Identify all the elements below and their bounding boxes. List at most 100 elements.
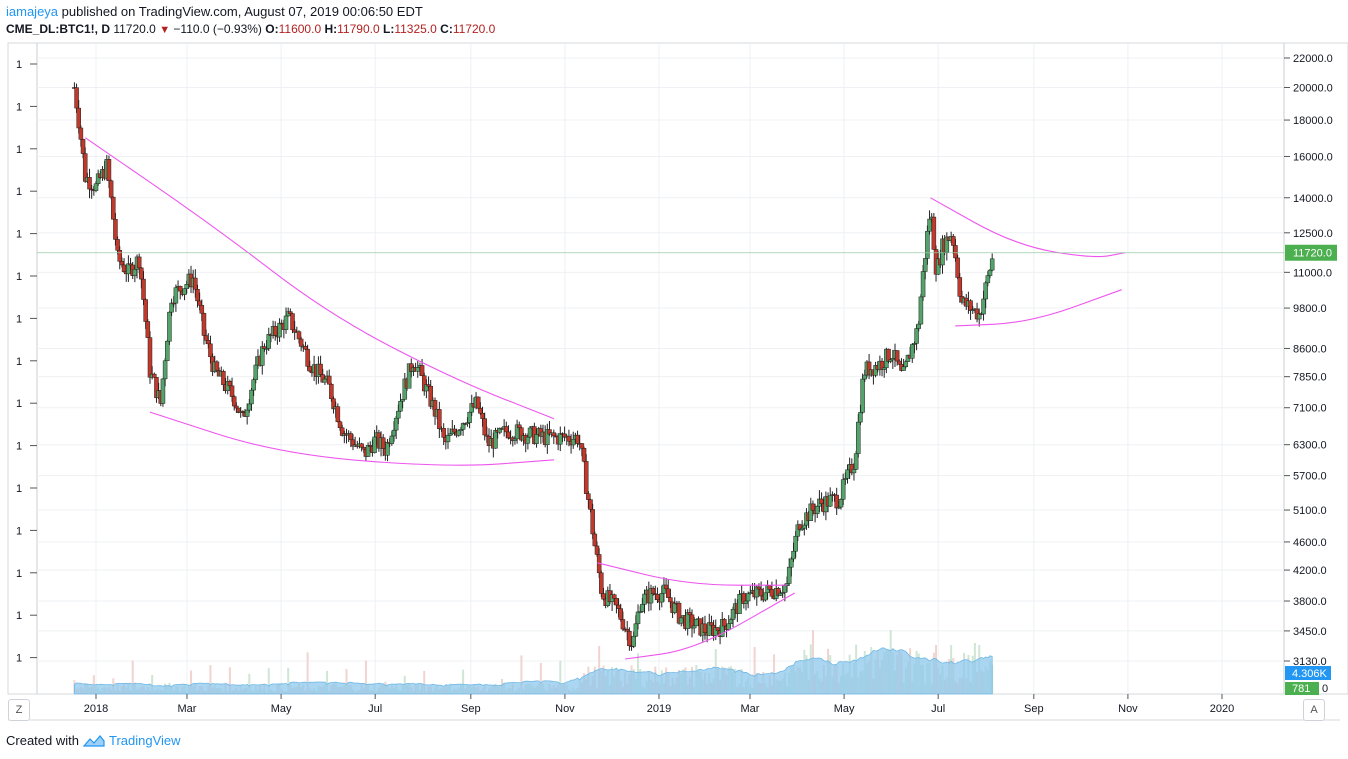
candle-body xyxy=(715,627,721,631)
candle-body xyxy=(126,263,131,275)
candle-body xyxy=(303,345,308,350)
candle-body xyxy=(709,622,714,626)
volume-bar xyxy=(539,662,542,694)
high-value: 11790.0 xyxy=(337,22,380,36)
candle-body xyxy=(920,271,926,298)
left-scale-label: 1 xyxy=(16,653,22,665)
close-value: 11720.0 xyxy=(452,22,496,36)
price-axis-label: 4600.0 xyxy=(1293,537,1327,549)
candle-body xyxy=(588,499,593,510)
candle-body xyxy=(197,300,202,306)
candle-body xyxy=(199,305,205,314)
candle-body xyxy=(916,323,922,329)
log-scale-toggle-button[interactable]: Z xyxy=(8,699,30,721)
candle-body xyxy=(534,434,539,444)
candle-body xyxy=(618,608,623,620)
candle-body xyxy=(143,299,148,322)
candle-body xyxy=(901,366,906,371)
candle-body xyxy=(655,594,660,600)
candle-body xyxy=(858,412,863,423)
candle-body xyxy=(266,334,272,349)
candle-body xyxy=(445,435,451,443)
volume-bar xyxy=(267,668,270,694)
price-axis-label: 20000.0 xyxy=(1293,82,1333,94)
candle-body xyxy=(206,340,211,345)
candles xyxy=(72,82,995,651)
candle-body xyxy=(307,366,313,372)
volume-bar xyxy=(559,660,562,694)
pattern-curve xyxy=(149,411,555,466)
candle-body xyxy=(668,597,673,603)
open-value: 11600.0 xyxy=(278,22,322,36)
pattern-curve xyxy=(84,137,555,420)
candle-body xyxy=(722,619,727,627)
candle-body xyxy=(525,436,531,444)
candle-body xyxy=(272,326,278,336)
candle-body xyxy=(650,587,656,594)
candle-body xyxy=(633,623,639,637)
volume-bar xyxy=(228,667,231,694)
time-axis-label: Mar xyxy=(741,703,760,715)
candle-body xyxy=(359,443,364,448)
candle-body xyxy=(208,343,213,358)
candle-body xyxy=(931,216,937,250)
candle-body xyxy=(551,432,557,437)
time-axis-label: 2020 xyxy=(1210,703,1234,715)
candle-body xyxy=(810,503,816,511)
candle-body xyxy=(108,180,114,198)
candle-body xyxy=(612,594,617,599)
candle-body xyxy=(447,433,453,436)
candle-body xyxy=(260,346,265,366)
volume-bar xyxy=(306,652,309,694)
open-label: O: xyxy=(265,22,279,36)
left-scale-label: 1 xyxy=(16,186,22,198)
time-axis-label: 2018 xyxy=(84,703,108,715)
left-scale-label: 1 xyxy=(16,525,22,537)
candle-body xyxy=(106,158,112,182)
candle-body xyxy=(819,498,824,505)
candle-body xyxy=(985,275,991,284)
candle-body xyxy=(380,437,386,449)
candle-body xyxy=(583,461,589,494)
candle-body xyxy=(586,493,591,500)
candle-body xyxy=(139,267,144,280)
candle-body xyxy=(983,282,988,300)
left-scale-label: 1 xyxy=(16,568,22,580)
left-scale-label: 1 xyxy=(16,398,22,410)
candle-body xyxy=(288,311,293,314)
tradingview-cloud-icon xyxy=(82,734,105,747)
volume-bar xyxy=(209,665,212,694)
candle-body xyxy=(396,410,401,419)
volume-bar xyxy=(753,646,756,694)
candle-body xyxy=(456,430,462,436)
down-arrow-icon: ▼ xyxy=(159,24,171,36)
candle-body xyxy=(758,588,764,597)
candle-body xyxy=(111,196,116,220)
author-name[interactable]: iamajeya xyxy=(6,4,59,19)
price-axis-label: 18000.0 xyxy=(1293,115,1333,127)
candle-body xyxy=(437,409,442,429)
candle-body xyxy=(480,413,485,419)
time-axis-label: Jul xyxy=(931,703,945,715)
left-scale-label: 1 xyxy=(16,441,22,453)
volume-ma-area xyxy=(74,647,993,695)
candle-body xyxy=(160,378,166,404)
created-with-text: Created with xyxy=(6,733,79,748)
time-axis-label: 2019 xyxy=(647,703,671,715)
candle-body xyxy=(152,373,157,378)
candle-body xyxy=(730,608,736,620)
candle-body xyxy=(251,379,256,391)
candle-body xyxy=(840,479,846,500)
candle-body xyxy=(640,604,645,612)
auto-scale-button[interactable]: A xyxy=(1303,699,1325,721)
candle-body xyxy=(756,586,762,590)
price-axis-label: 5700.0 xyxy=(1293,471,1327,483)
grid-lines xyxy=(37,43,1284,694)
candle-body xyxy=(78,127,84,140)
candle-body xyxy=(372,436,377,453)
candle-body xyxy=(834,494,839,509)
close-label: C: xyxy=(440,22,453,36)
tradingview-brand[interactable]: TradingView xyxy=(108,733,181,748)
candle-body xyxy=(173,287,179,304)
